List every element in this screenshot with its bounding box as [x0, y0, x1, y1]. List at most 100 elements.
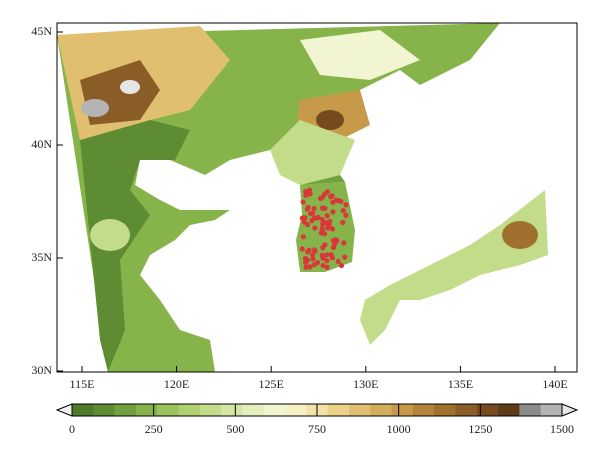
colorbar-swatch — [285, 404, 307, 416]
colorbar-swatch — [199, 404, 222, 416]
axis-ticks: 45N 40N 35N 30N 115E 120E 125E 130E 135E 140E — [31, 24, 567, 391]
colorbar-swatch — [434, 404, 456, 416]
station — [319, 216, 325, 223]
station — [312, 225, 318, 231]
colorbar-swatch — [221, 404, 243, 416]
station — [303, 192, 309, 198]
station — [320, 255, 326, 261]
station — [340, 208, 346, 214]
station — [300, 234, 306, 240]
colorbar-label: 1000 — [387, 422, 411, 436]
colorbar-label: 500 — [226, 422, 244, 436]
lon-label: 120E — [164, 377, 189, 391]
station — [338, 262, 345, 269]
station — [343, 212, 349, 218]
lon-label: 140E — [542, 377, 567, 391]
peak — [502, 221, 538, 249]
peak — [316, 110, 344, 130]
colorbar-swatch — [476, 404, 499, 416]
colorbar-swatch — [391, 404, 414, 416]
station — [310, 256, 316, 262]
station — [299, 246, 305, 252]
colorbar-label: 1500 — [550, 422, 574, 436]
station — [335, 198, 341, 204]
station — [342, 254, 348, 260]
hills — [90, 219, 130, 251]
lat-label: 40N — [31, 137, 52, 151]
colorbar-swatch — [72, 404, 94, 416]
station — [322, 242, 328, 248]
peak — [81, 99, 109, 117]
lat-label: 30N — [31, 363, 52, 377]
colorbar-swatch — [135, 404, 158, 416]
station — [329, 226, 336, 232]
land-japan — [360, 190, 548, 345]
station — [330, 209, 336, 215]
station — [324, 264, 330, 270]
station — [305, 204, 311, 211]
station — [301, 219, 307, 225]
colorbar-label: 0 — [69, 422, 75, 436]
colorbar-label: 750 — [308, 422, 326, 436]
colorbar-swatch — [327, 404, 350, 416]
station — [332, 237, 338, 243]
station — [321, 205, 327, 212]
land-north-korea — [270, 120, 355, 185]
colorbar-swatch — [455, 404, 478, 416]
station — [311, 247, 318, 253]
station — [324, 258, 330, 264]
station — [341, 240, 347, 246]
colorbar-swatch — [498, 404, 520, 416]
colorbar-swatch — [114, 404, 137, 416]
peak — [120, 80, 140, 94]
colorbar-swatch — [242, 404, 265, 416]
colorbar-swatch — [178, 404, 201, 416]
colorbar-swatch — [519, 404, 541, 416]
station — [311, 205, 317, 212]
colorbar-swatch — [540, 404, 563, 416]
colorbar-label: 250 — [145, 422, 163, 436]
colorbar-swatch — [157, 404, 179, 416]
station — [302, 215, 308, 221]
station — [328, 252, 334, 258]
colorbar-swatch — [412, 404, 435, 416]
colorbar-swatch — [370, 404, 392, 416]
station — [335, 258, 341, 264]
station — [305, 249, 311, 255]
station — [331, 241, 338, 248]
station — [307, 211, 314, 217]
lon-label: 130E — [353, 377, 378, 391]
station — [300, 199, 306, 205]
colorbar: 0 250 500 750 1000 1250 1500 — [55, 403, 579, 436]
colorbar-over — [561, 403, 579, 417]
highland — [300, 30, 420, 80]
land-edge — [300, 175, 345, 185]
station — [304, 257, 311, 263]
station — [340, 219, 346, 226]
station — [303, 264, 309, 270]
station — [306, 187, 313, 193]
station — [343, 202, 349, 208]
lon-label: 115E — [70, 377, 95, 391]
map-frame — [56, 22, 578, 373]
station — [311, 215, 317, 221]
lat-label: 35N — [31, 250, 52, 264]
station — [323, 220, 329, 226]
station — [318, 230, 324, 236]
colorbar-label: 1250 — [468, 422, 492, 436]
station — [314, 259, 321, 266]
station — [309, 252, 316, 258]
colorbar-swatch — [93, 404, 115, 416]
station — [320, 262, 326, 269]
stations — [299, 187, 349, 270]
station — [328, 194, 334, 200]
colorbar-under — [55, 403, 73, 417]
colorbar-swatch — [263, 404, 286, 416]
terrain — [57, 23, 548, 372]
station — [319, 226, 325, 232]
station — [322, 191, 328, 197]
lon-label: 135E — [448, 377, 473, 391]
lon-label: 125E — [259, 377, 284, 391]
land-lowland — [80, 120, 190, 372]
